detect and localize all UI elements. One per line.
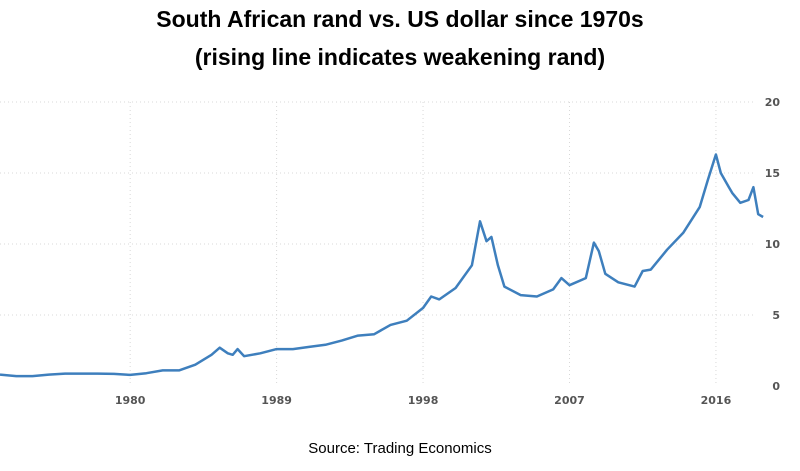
- x-tick-label: 1998: [408, 394, 439, 407]
- x-tick-label: 1989: [261, 394, 292, 407]
- y-tick-label: 0: [772, 380, 780, 393]
- x-tick-label: 1980: [115, 394, 146, 407]
- axis-ticks: 0 5 10 15 20 1980 1989 1998 2007 2016: [115, 96, 780, 407]
- x-tick-label: 2016: [701, 394, 732, 407]
- y-tick-label: 15: [765, 167, 780, 180]
- y-tick-label: 10: [765, 238, 781, 251]
- y-tick-label: 5: [772, 309, 780, 322]
- grid: [0, 101, 755, 386]
- y-tick-label: 20: [765, 96, 781, 109]
- chart-title: South African rand vs. US dollar since 1…: [156, 6, 644, 32]
- plot-area: [0, 153, 764, 378]
- chart-subtitle: (rising line indicates weakening rand): [194, 44, 606, 70]
- x-tick-label: 2007: [554, 394, 585, 407]
- series-line-0: [0, 153, 764, 378]
- source-note: Source: Trading Economics: [308, 440, 492, 457]
